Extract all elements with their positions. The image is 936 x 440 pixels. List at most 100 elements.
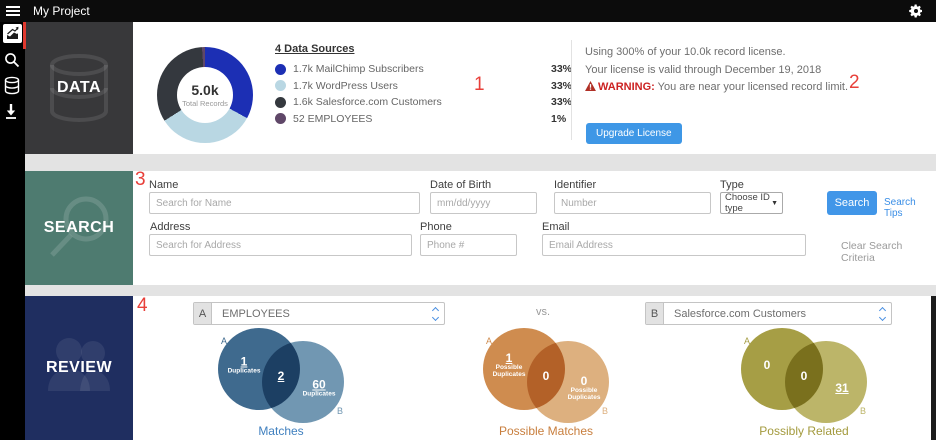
name-input[interactable] [149, 192, 420, 214]
data-section-panel: DATA [25, 22, 133, 154]
download-nav-icon[interactable] [3, 103, 22, 123]
identifier-input[interactable] [554, 192, 711, 214]
review-section-label: REVIEW [45, 359, 113, 376]
donut-center: 5.0k Total Records [177, 67, 233, 123]
venn-a-letter: A [486, 336, 493, 346]
dataset-a-dropdown[interactable]: A EMPLOYEES [193, 302, 445, 325]
identifier-label: Identifier [554, 179, 597, 191]
phone-label: Phone [420, 221, 452, 233]
search-section-panel: SEARCH [25, 171, 133, 285]
name-label: Name [149, 179, 179, 191]
venn-overlap-count: 0 [543, 370, 550, 382]
email-input[interactable] [542, 234, 806, 256]
venn-possible-matches: A B 1 Possible Duplicates 0 0 Possible D… [483, 328, 649, 438]
dataset-a-value: EMPLOYEES [222, 307, 290, 320]
email-label: Email [542, 221, 570, 233]
gear-icon[interactable] [908, 3, 924, 19]
total-records-caption: Total Records [182, 99, 228, 108]
legend-label: 1.7k MailChimp Subscribers [293, 63, 424, 76]
count-link: 0 [763, 358, 771, 372]
venn-possibly-related: A B 0 0 31 Possibly Related [741, 328, 907, 438]
legend-dot-mailchimp [275, 63, 286, 75]
venn-a-count: 1 Possible Duplicates [482, 352, 536, 378]
type-label: Type [720, 179, 744, 191]
legend-label: 52 EMPLOYEES [293, 112, 373, 125]
search-tips-link[interactable]: Search Tips [884, 197, 916, 219]
vs-label: vs. [535, 306, 551, 318]
dataset-b-dropdown[interactable]: B Salesforce.com Customers [645, 302, 892, 325]
venn-caption: Possible Matches [498, 424, 594, 438]
dob-input[interactable] [430, 192, 537, 214]
warning-icon [585, 81, 596, 91]
venn-matches: A B 1 Duplicates 2 60 Duplicates Matches [218, 328, 384, 438]
venn-b-count: 31 [815, 382, 869, 394]
warning-text: You are near your licensed record limit. [654, 81, 849, 93]
upgrade-license-button[interactable]: Upgrade License [586, 123, 682, 144]
legend-percent: 33% [551, 79, 573, 92]
legend-row: 52 EMPLOYEES 1% [275, 111, 566, 128]
database-nav-icon[interactable] [3, 76, 22, 96]
license-usage-line: Using 300% of your 10.0k record license. [585, 46, 786, 58]
license-warning-line: WARNING: You are near your licensed reco… [585, 79, 848, 97]
annotation-2: 2 [849, 72, 860, 93]
data-sources-legend: 4 Data Sources 1.7k MailChimp Subscriber… [275, 43, 572, 128]
active-nav-indicator [23, 22, 26, 49]
sidebar [0, 22, 26, 440]
window-right-edge [931, 296, 936, 440]
venn-a-letter: A [744, 336, 751, 346]
count-link[interactable]: 1 [240, 354, 248, 369]
venn-a-count: 0 [740, 359, 794, 371]
dataset-a-prefix: A [194, 303, 212, 324]
count-sublabel: Duplicates [302, 390, 336, 398]
app-title: My Project [33, 4, 90, 18]
spinner-carets-icon[interactable] [873, 303, 891, 324]
legend-row: 1.7k WordPress Users 33% [275, 78, 572, 95]
count-link: 0 [800, 369, 808, 383]
phone-input[interactable] [420, 234, 517, 256]
id-type-select[interactable]: Choose ID type ▼ [720, 192, 783, 214]
search-ghost-icon [50, 196, 109, 257]
legend-dot-wordpress [275, 80, 286, 92]
venn-circle-b [785, 341, 867, 423]
venn-b-letter: B [337, 406, 344, 416]
review-section-panel: REVIEW [25, 296, 133, 440]
search-button[interactable]: Search [827, 191, 877, 215]
license-info: Using 300% of your 10.0k record license.… [585, 44, 848, 97]
legend-label: 1.7k WordPress Users [293, 79, 398, 92]
total-records-value: 5.0k [191, 82, 219, 98]
clear-search-link[interactable]: Clear Search Criteria [841, 240, 903, 264]
address-label: Address [150, 221, 191, 233]
search-nav-icon[interactable] [3, 51, 22, 71]
top-bar: My Project [0, 0, 936, 22]
venn-b-letter: B [860, 406, 867, 416]
venn-caption: Matches [258, 424, 304, 438]
license-validity-line: Your license is valid through December 1… [585, 63, 822, 76]
search-card: 3 Name Date of Birth Identifier Type Cho… [133, 169, 936, 285]
count-sublabel: Duplicates [227, 367, 261, 375]
legend-dot-employees [275, 113, 286, 125]
address-input[interactable] [149, 234, 412, 256]
spinner-carets-icon[interactable] [426, 303, 444, 324]
users-ghost-icon [48, 338, 110, 391]
count-sublabel: Possible Duplicates [492, 364, 526, 378]
data-section-label: DATA [56, 79, 102, 96]
count-sublabel: Possible Duplicates [567, 387, 601, 401]
legend-percent: 33% [551, 63, 573, 76]
legend-title: 4 Data Sources [275, 43, 355, 55]
venn-caption: Possibly Related [759, 424, 849, 438]
count-link[interactable]: 31 [835, 381, 849, 395]
legend-dot-salesforce [275, 96, 286, 108]
venn-a-count: 1 Duplicates [217, 356, 271, 375]
license-divider [571, 40, 572, 140]
search-section-label: SEARCH [43, 219, 115, 236]
count-link[interactable]: 2 [277, 369, 285, 383]
menu-icon[interactable] [6, 6, 20, 17]
dataset-b-prefix: B [646, 303, 664, 324]
warning-label: WARNING: [598, 81, 655, 93]
chart-nav-icon[interactable] [3, 24, 22, 44]
legend-percent: 1% [551, 112, 567, 125]
select-caret-icon: ▼ [771, 199, 778, 207]
count-link[interactable]: 1 [505, 351, 513, 365]
review-card: 4 A EMPLOYEES vs. B Salesforce.com Custo… [133, 295, 936, 440]
count-link[interactable]: 60 [312, 377, 326, 392]
